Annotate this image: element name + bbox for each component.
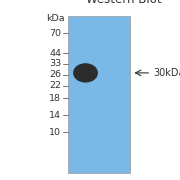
Text: kDa: kDa [46, 14, 65, 23]
Text: 14: 14 [49, 111, 61, 120]
Ellipse shape [74, 64, 97, 82]
Text: 44: 44 [49, 49, 61, 58]
Text: Western Blot: Western Blot [86, 0, 162, 6]
Text: 30kDa: 30kDa [153, 68, 180, 78]
Text: 26: 26 [49, 70, 61, 79]
Text: 10: 10 [49, 128, 61, 137]
Text: 18: 18 [49, 94, 61, 103]
Text: 70: 70 [49, 29, 61, 38]
Text: 22: 22 [49, 81, 61, 90]
Bar [68, 16, 130, 173]
Text: 33: 33 [49, 59, 61, 68]
